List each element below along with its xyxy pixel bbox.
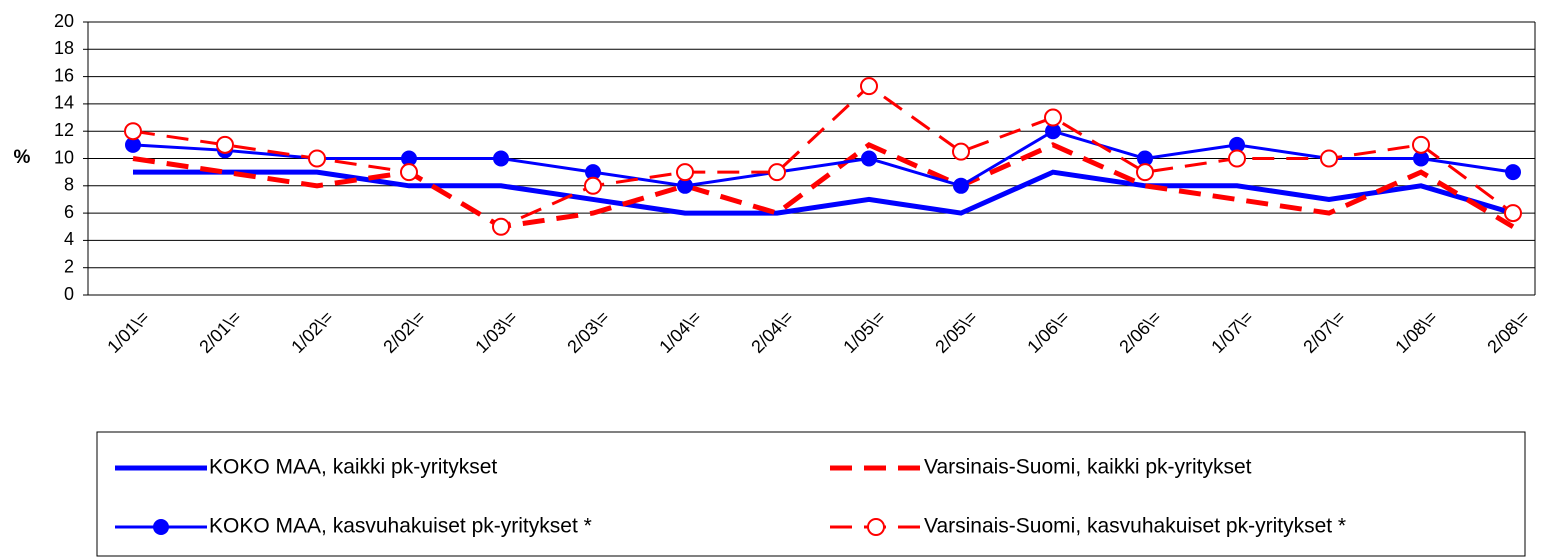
point bbox=[125, 136, 141, 153]
series-line bbox=[132, 141, 1515, 230]
series-line bbox=[133, 169, 1514, 216]
y-tick-label: 2 bbox=[64, 256, 74, 276]
point bbox=[493, 150, 509, 167]
point bbox=[584, 176, 602, 195]
point bbox=[216, 135, 234, 154]
x-tick-label: 1/08\= bbox=[1391, 307, 1441, 357]
y-tick-label: 0 bbox=[64, 284, 74, 304]
point bbox=[1136, 163, 1154, 182]
series-line bbox=[132, 84, 1514, 229]
point bbox=[1412, 135, 1430, 154]
point bbox=[585, 164, 601, 181]
x-tick-label: 1/02\= bbox=[287, 307, 337, 357]
point bbox=[124, 122, 142, 141]
point bbox=[676, 163, 694, 182]
point bbox=[308, 149, 326, 168]
x-tick-label: 1/03\= bbox=[471, 307, 521, 357]
x-tick-label: 2/01\= bbox=[195, 307, 245, 357]
x-tick-label: 2/07\= bbox=[1299, 307, 1349, 357]
point bbox=[1045, 123, 1061, 140]
point bbox=[860, 77, 878, 96]
series-line bbox=[132, 129, 1514, 188]
point bbox=[768, 163, 786, 182]
x-tick-label: 2/03\= bbox=[563, 307, 613, 357]
point bbox=[492, 217, 510, 236]
y-tick-label: 8 bbox=[64, 175, 74, 195]
point bbox=[401, 150, 417, 167]
point bbox=[867, 518, 885, 536]
point bbox=[861, 150, 877, 167]
x-tick-label: 2/05\= bbox=[931, 307, 981, 357]
point bbox=[153, 519, 169, 535]
y-tick-label: 12 bbox=[54, 120, 74, 140]
x-tick-label: 1/04\= bbox=[655, 307, 705, 357]
point bbox=[952, 142, 970, 161]
x-tick-label: 1/05\= bbox=[839, 307, 889, 357]
x-tick-label: 1/01\= bbox=[103, 307, 153, 357]
y-axis-label: % bbox=[14, 147, 31, 168]
y-tick-label: 4 bbox=[64, 229, 74, 249]
point bbox=[1505, 164, 1521, 181]
legend-label: Varsinais-Suomi, kasvuhakuiset pk-yrityk… bbox=[924, 515, 1346, 538]
legend-label: Varsinais-Suomi, kaikki pk-yritykset bbox=[924, 456, 1252, 479]
legend-label: KOKO MAA, kasvuhakuiset pk-yritykset * bbox=[209, 515, 592, 538]
point bbox=[1229, 136, 1245, 153]
y-tick-label: 14 bbox=[54, 93, 74, 113]
x-tick-label: 2/08\= bbox=[1483, 307, 1533, 357]
point bbox=[1320, 149, 1338, 168]
x-tick-label: 2/06\= bbox=[1115, 307, 1165, 357]
point bbox=[1228, 149, 1246, 168]
legend-box bbox=[96, 431, 1526, 557]
point bbox=[953, 177, 969, 194]
point bbox=[400, 163, 418, 182]
y-tick-label: 20 bbox=[54, 11, 74, 31]
x-tick-label: 2/02\= bbox=[379, 307, 429, 357]
y-tick-label: 18 bbox=[54, 38, 74, 58]
point bbox=[1504, 204, 1522, 223]
x-tick-label: 1/07\= bbox=[1207, 307, 1257, 357]
y-tick-label: 10 bbox=[54, 147, 74, 167]
legend-label: KOKO MAA, kaikki pk-yritykset bbox=[209, 456, 497, 479]
point bbox=[677, 177, 693, 194]
x-tick-label: 2/04\= bbox=[747, 307, 797, 357]
legend: KOKO MAA, kaikki pk-yritykset Varsinais-S… bbox=[96, 431, 1526, 557]
x-tick-label: 1/06\= bbox=[1023, 307, 1073, 357]
y-tick-label: 16 bbox=[54, 65, 74, 85]
point bbox=[1413, 150, 1429, 167]
point bbox=[1044, 108, 1062, 127]
y-tick-label: 6 bbox=[64, 202, 74, 222]
point bbox=[1137, 150, 1153, 167]
